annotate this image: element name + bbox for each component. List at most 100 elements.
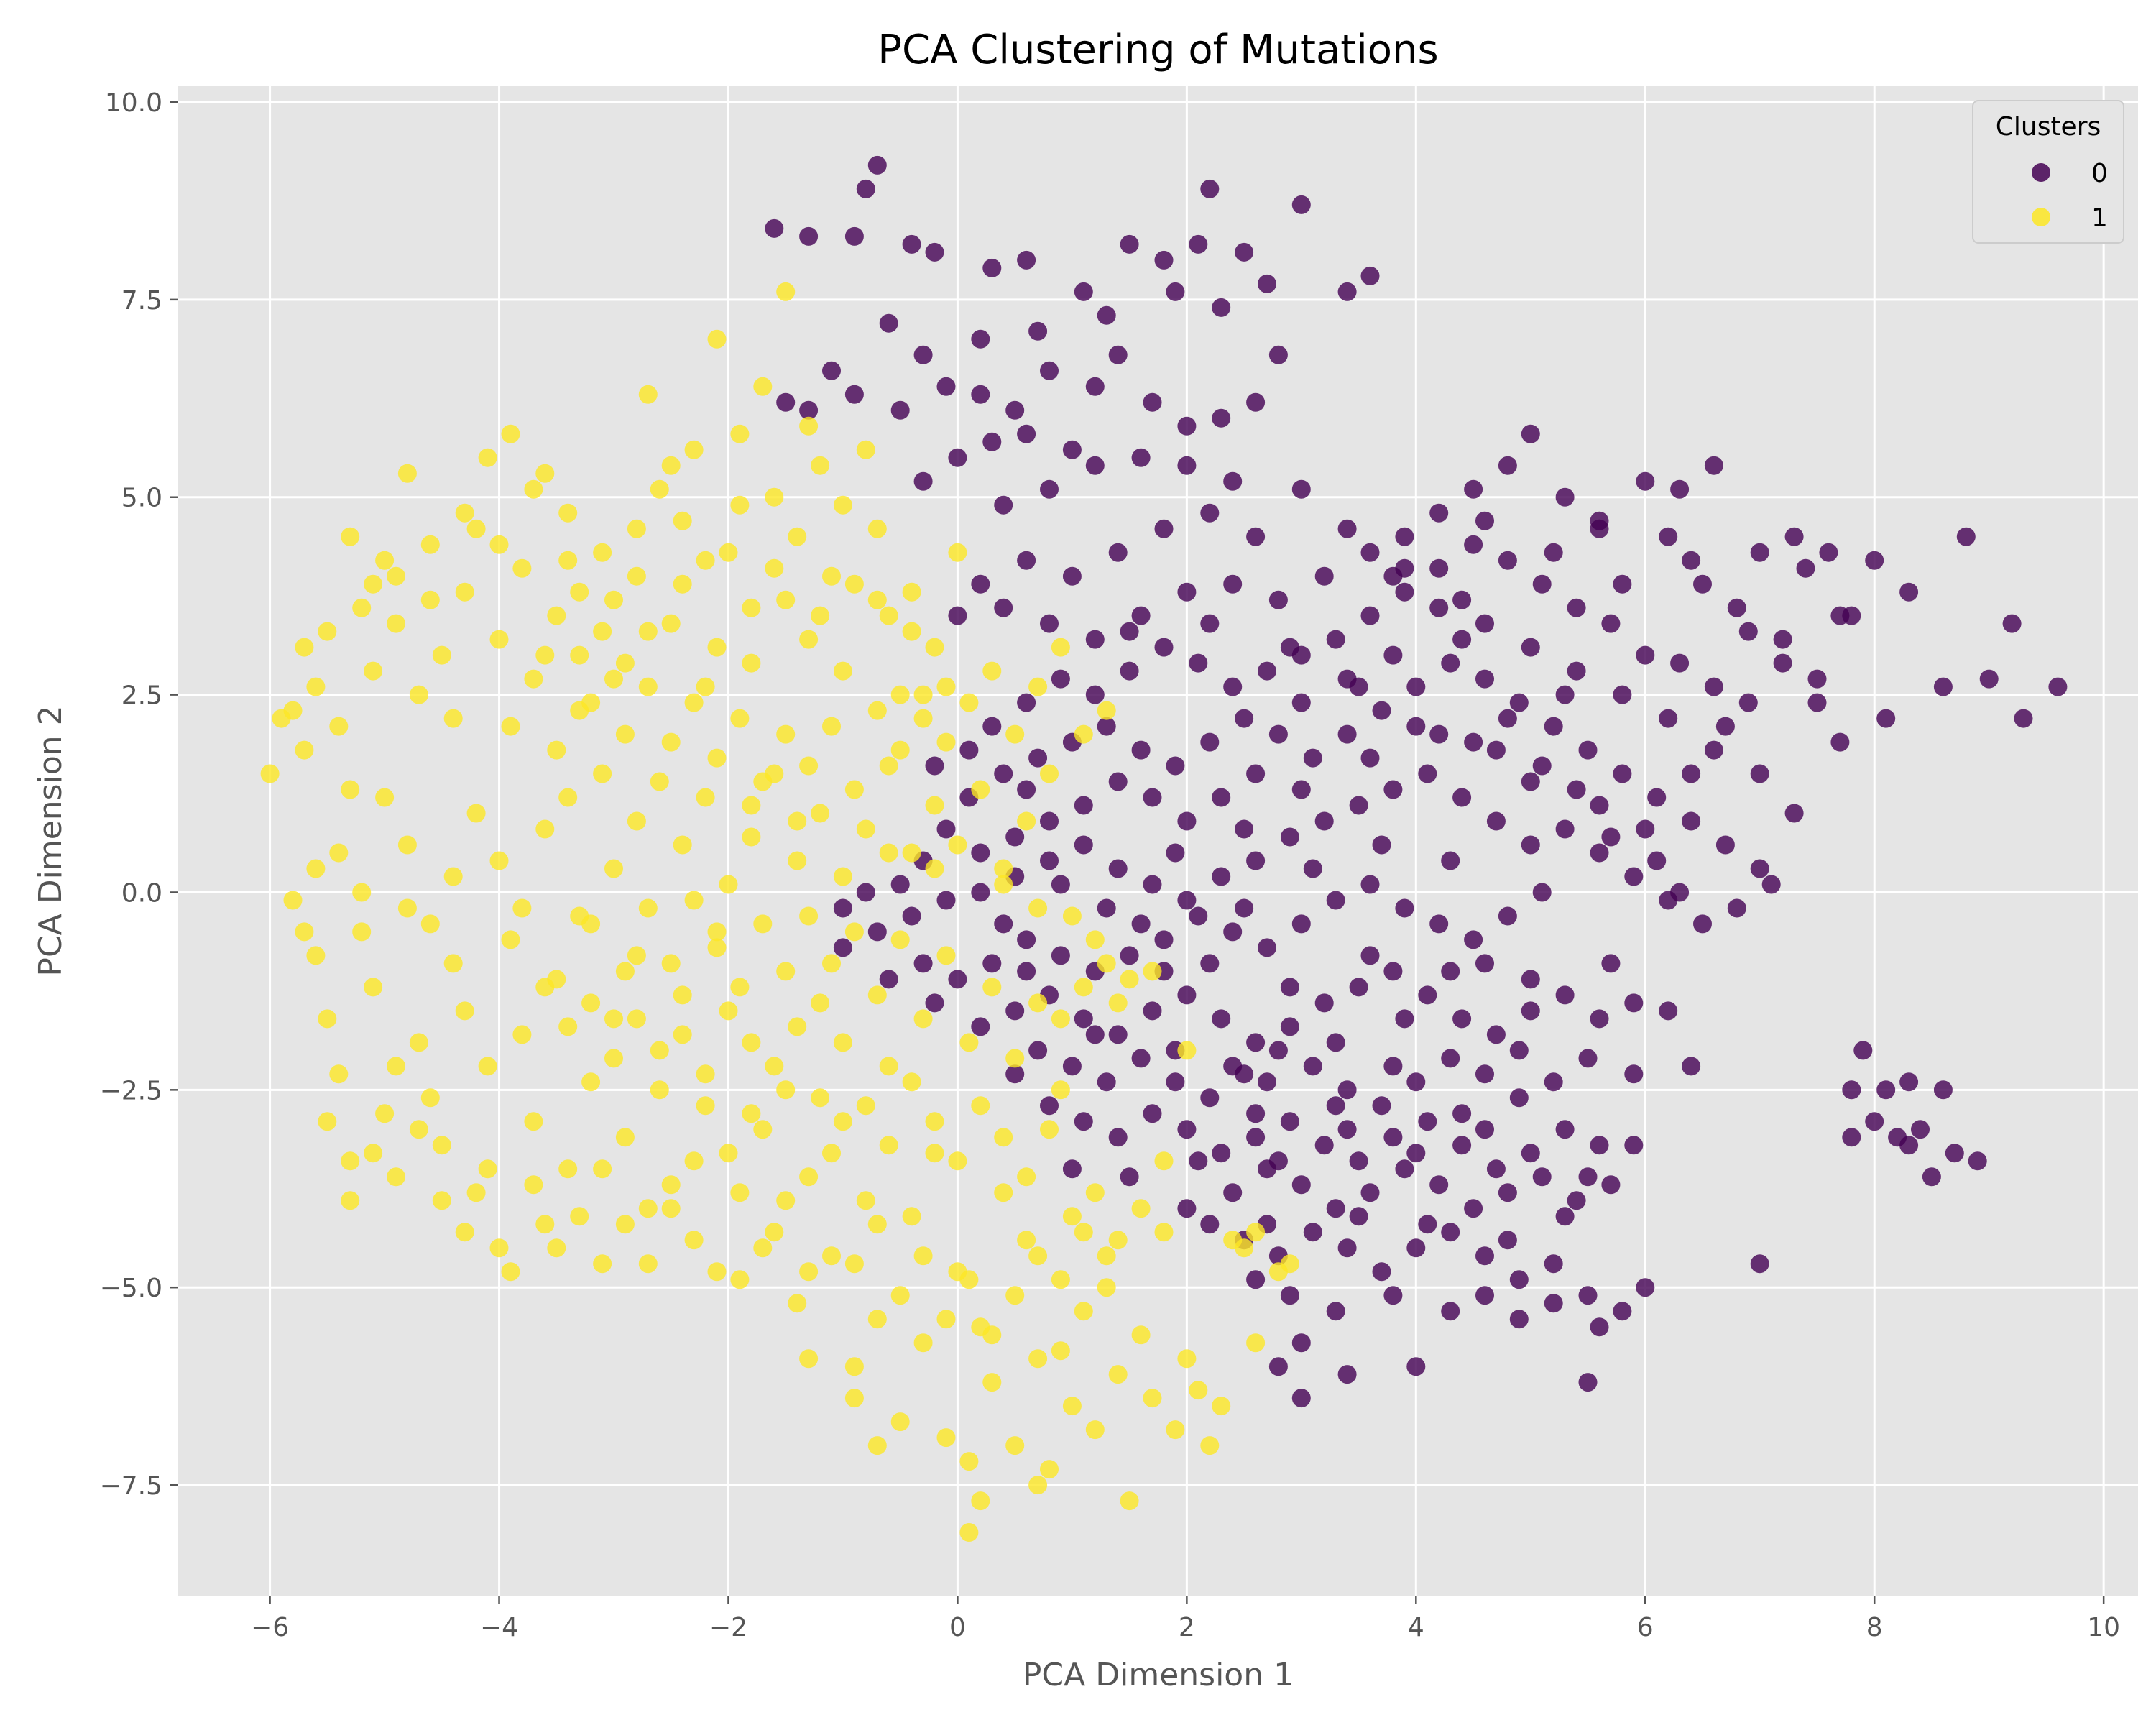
cluster-1-point xyxy=(420,1088,440,1108)
cluster-1-point xyxy=(822,1144,841,1163)
cluster-1-point xyxy=(765,558,784,578)
cluster-1-point xyxy=(719,1144,738,1163)
cluster-1-point xyxy=(1074,1223,1093,1242)
cluster-1-point xyxy=(593,622,612,641)
cluster-0-point xyxy=(2014,709,2033,728)
cluster-0-point xyxy=(1532,883,1552,902)
cluster-0-point xyxy=(879,313,898,333)
cluster-0-point xyxy=(1383,1286,1403,1305)
cluster-0-point xyxy=(1097,898,1116,918)
cluster-1-point xyxy=(547,1238,566,1258)
cluster-1-point xyxy=(558,1017,578,1036)
cluster-1-point xyxy=(1040,1120,1059,1139)
cluster-0-point xyxy=(1177,456,1197,475)
cluster-1-point xyxy=(1062,1207,1082,1226)
cluster-0-point xyxy=(1326,630,1345,649)
cluster-1-point xyxy=(799,416,819,436)
cluster-0-point xyxy=(1555,1207,1575,1226)
cluster-1-point xyxy=(1108,1230,1128,1250)
cluster-1-point xyxy=(765,1057,784,1076)
cluster-0-point xyxy=(1246,1270,1266,1289)
cluster-1-point xyxy=(593,764,612,783)
cluster-1-point xyxy=(799,1262,819,1282)
cluster-1-point xyxy=(501,930,520,949)
cluster-0-point xyxy=(1268,1357,1288,1376)
cluster-1-point xyxy=(753,1120,773,1139)
cluster-1-point xyxy=(1028,993,1048,1013)
cluster-0-point xyxy=(1578,1167,1598,1187)
cluster-1-point xyxy=(535,645,555,665)
cluster-0-point xyxy=(1819,543,1838,562)
cluster-1-point xyxy=(1085,930,1105,949)
cluster-0-point xyxy=(1395,527,1414,546)
cluster-0-point xyxy=(1544,543,1563,562)
cluster-1-point xyxy=(615,1128,635,1147)
cluster-0-point xyxy=(1418,1112,1437,1131)
cluster-0-point xyxy=(1326,1199,1345,1218)
cluster-1-point xyxy=(684,1230,704,1250)
cluster-1-point xyxy=(776,724,796,744)
cluster-0-point xyxy=(1738,693,1758,712)
cluster-1-point xyxy=(387,1167,405,1187)
cluster-1-point xyxy=(329,717,349,736)
cluster-1-point xyxy=(890,1286,910,1305)
x-tick-label: 6 xyxy=(1637,1613,1654,1642)
cluster-0-point xyxy=(1555,985,1575,1005)
cluster-0-point xyxy=(1498,1183,1517,1202)
cluster-0-point xyxy=(1349,978,1368,997)
cluster-1-point xyxy=(524,479,543,499)
cluster-0-point xyxy=(1108,772,1128,791)
data-points xyxy=(260,155,2068,1542)
cluster-1-point xyxy=(844,574,864,594)
cluster-1-point xyxy=(867,1215,887,1234)
cluster-0-point xyxy=(1235,242,1254,262)
cluster-1-point xyxy=(959,1523,979,1542)
cluster-1-point xyxy=(707,1262,727,1282)
cluster-1-point xyxy=(776,962,796,981)
cluster-1-point xyxy=(661,456,681,475)
cluster-1-point xyxy=(638,622,658,641)
cluster-0-point xyxy=(1337,1365,1357,1384)
x-tick-label: 8 xyxy=(1866,1613,1883,1642)
cluster-1-point xyxy=(1028,1246,1048,1266)
cluster-0-point xyxy=(1452,788,1472,807)
cluster-0-point xyxy=(971,843,990,862)
cluster-0-point xyxy=(1899,582,1919,602)
cluster-0-point xyxy=(1601,614,1621,633)
cluster-1-point xyxy=(1085,1420,1105,1440)
cluster-1-point xyxy=(913,1333,933,1353)
cluster-1-point xyxy=(799,906,819,926)
cluster-1-point xyxy=(753,772,773,791)
cluster-0-point xyxy=(1337,1120,1357,1139)
cluster-0-point xyxy=(1337,1238,1357,1258)
cluster-1-point xyxy=(982,978,1002,997)
cluster-1-point xyxy=(558,503,578,523)
cluster-0-point xyxy=(1028,748,1048,768)
cluster-0-point xyxy=(1212,298,1231,317)
cluster-0-point xyxy=(1521,1001,1540,1021)
cluster-0-point xyxy=(1017,693,1036,712)
cluster-1-point xyxy=(844,922,864,942)
cluster-0-point xyxy=(1750,543,1769,562)
cluster-0-point xyxy=(1291,479,1311,499)
cluster-1-point xyxy=(638,1254,658,1274)
cluster-1-point xyxy=(1177,1041,1197,1060)
y-axis-label: PCA Dimension 2 xyxy=(32,705,69,976)
cluster-1-point xyxy=(1051,1009,1070,1029)
cluster-0-point xyxy=(1876,1080,1896,1100)
cluster-0-point xyxy=(1578,1049,1598,1068)
cluster-1-point xyxy=(1154,1223,1174,1242)
cluster-0-point xyxy=(1372,1262,1391,1282)
cluster-0-point xyxy=(1567,598,1586,617)
cluster-1-point xyxy=(615,653,635,673)
cluster-1-point xyxy=(776,1080,796,1100)
cluster-1-point xyxy=(455,582,474,602)
cluster-0-point xyxy=(959,740,979,760)
cluster-0-point xyxy=(1475,614,1494,633)
cluster-0-point xyxy=(1555,1120,1575,1139)
cluster-1-point xyxy=(638,385,658,404)
cluster-1-point xyxy=(673,985,692,1005)
cluster-0-point xyxy=(1899,1072,1919,1092)
cluster-1-point xyxy=(971,1096,990,1116)
